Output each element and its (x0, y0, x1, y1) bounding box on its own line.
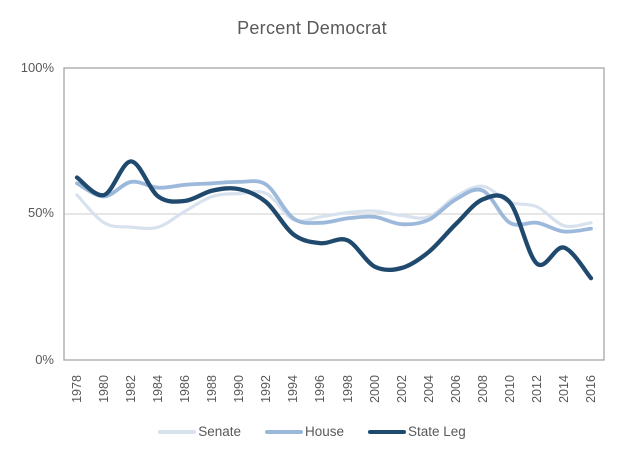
x-axis-tick-1984: 1984 (151, 375, 166, 403)
y-axis-tick-0: 0% (35, 352, 54, 367)
series-line-state-leg (74, 159, 594, 281)
legend-item-state-leg: State Leg (368, 424, 466, 439)
x-axis-tick-2002: 2002 (394, 375, 409, 403)
legend-label-house: House (304, 424, 345, 439)
x-axis-tick-1982: 1982 (124, 375, 139, 403)
house-line-swatch-icon (264, 429, 303, 434)
series-line-house (75, 179, 593, 234)
x-axis-tick-1990: 1990 (232, 375, 247, 403)
x-axis-tick-1994: 1994 (286, 375, 301, 403)
x-axis-tick-2006: 2006 (448, 375, 463, 403)
x-axis-tick-2000: 2000 (367, 375, 382, 403)
state-leg-line-swatch-icon (368, 429, 407, 434)
senate-line-swatch-icon (158, 429, 197, 434)
y-axis-tick-50: 50% (27, 205, 54, 220)
legend-item-house: House (264, 424, 345, 439)
chart-legend: Senate House State Leg (0, 424, 624, 439)
chart-title: Percent Democrat (237, 18, 387, 38)
x-axis-tick-1980: 1980 (97, 375, 112, 403)
x-axis-tick-2014: 2014 (556, 375, 571, 403)
x-axis-tick-2010: 2010 (502, 375, 517, 403)
x-axis-tick-2012: 2012 (529, 375, 544, 403)
x-axis-tick-2008: 2008 (475, 375, 490, 403)
x-axis-tick-1988: 1988 (205, 375, 220, 403)
legend-label-senate: Senate (198, 424, 241, 439)
plot-area-border (63, 67, 605, 361)
x-axis-tick-1998: 1998 (340, 375, 355, 403)
legend-item-senate: Senate (158, 424, 241, 439)
x-axis-tick-1992: 1992 (259, 375, 274, 403)
legend-label-state-leg: State Leg (408, 424, 466, 439)
x-axis-tick-1996: 1996 (313, 375, 328, 403)
x-axis-tick-1978: 1978 (70, 375, 84, 403)
x-axis-tick-1986: 1986 (178, 375, 193, 403)
y-axis-tick-100: 100% (20, 60, 54, 75)
x-axis-tick-2004: 2004 (421, 375, 436, 403)
x-axis-tick-2016: 2016 (584, 375, 598, 403)
